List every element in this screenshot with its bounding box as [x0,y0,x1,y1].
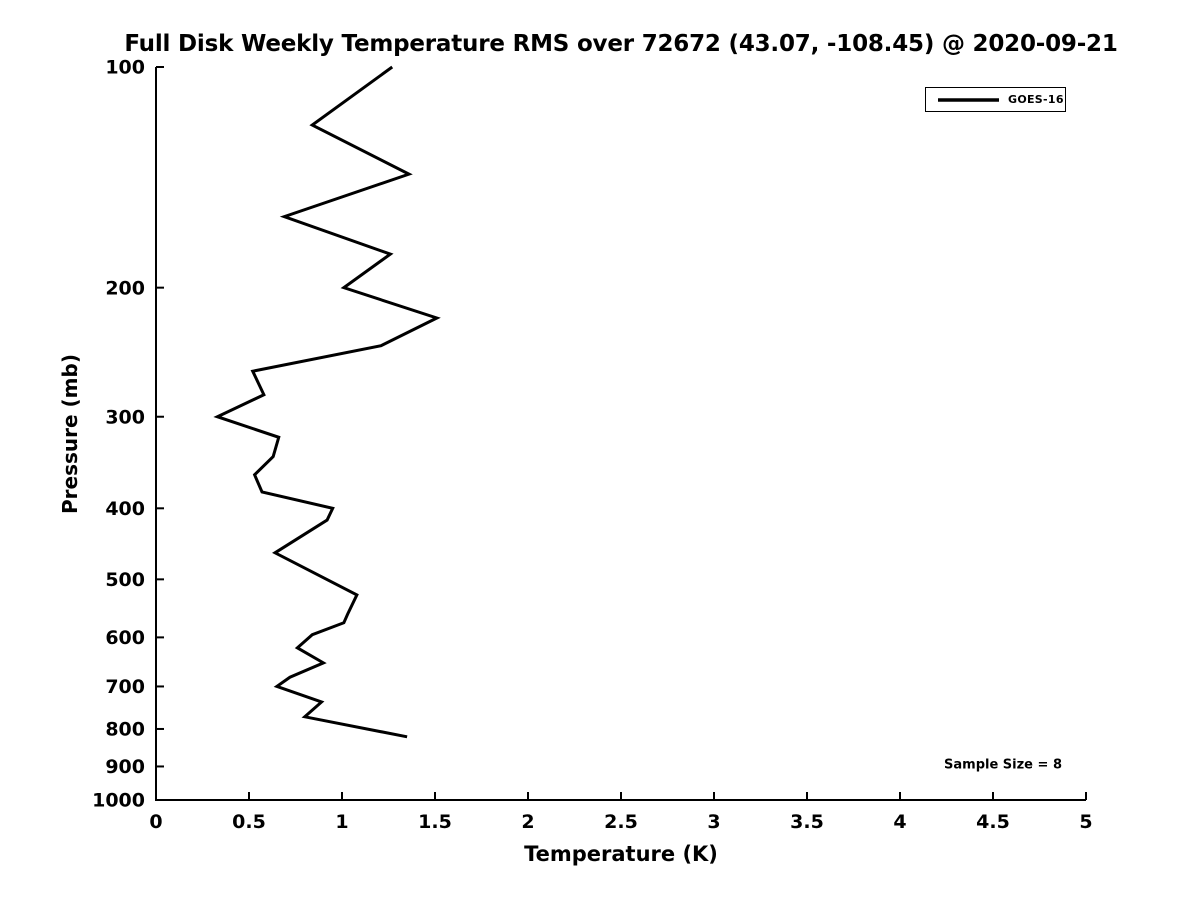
x-tick-label: 3.5 [790,811,824,833]
axis-spines [155,67,1086,801]
legend-line-icon [938,97,999,102]
legend-label: GOES-16 [1008,93,1064,106]
y-tick-label: 600 [105,627,145,649]
y-tick-label: 100 [105,57,145,79]
x-axis-label: Temperature (K) [524,842,718,866]
y-tick-label: 400 [105,498,145,520]
y-tick-label: 700 [105,676,145,698]
x-tick-label: 2.5 [604,811,638,833]
legend: GOES-16 [925,87,1066,112]
y-axis-label: Pressure (mb) [58,354,82,514]
x-tick-label: 4.5 [976,811,1010,833]
x-tick-label: 0.5 [232,811,266,833]
x-tick-label: 1 [335,811,348,833]
y-tick-label: 500 [105,569,145,591]
x-tick-label: 0 [149,811,162,833]
y-tick-label: 200 [105,277,145,299]
x-tick-label: 5 [1079,811,1092,833]
chart-title: Full Disk Weekly Temperature RMS over 72… [124,31,1118,57]
sample-size-annotation: Sample Size = 8 [944,757,1062,773]
y-tick-label: 900 [105,756,145,778]
x-tick-label: 1.5 [418,811,452,833]
x-tick-label: 4 [893,811,906,833]
y-tick-label: 300 [105,406,145,428]
y-tick-label: 1000 [92,790,145,812]
y-tick-label: 800 [105,719,145,741]
x-tick-label: 3 [707,811,720,833]
series-line-goes-16 [213,65,441,739]
x-tick-label: 2 [521,811,534,833]
